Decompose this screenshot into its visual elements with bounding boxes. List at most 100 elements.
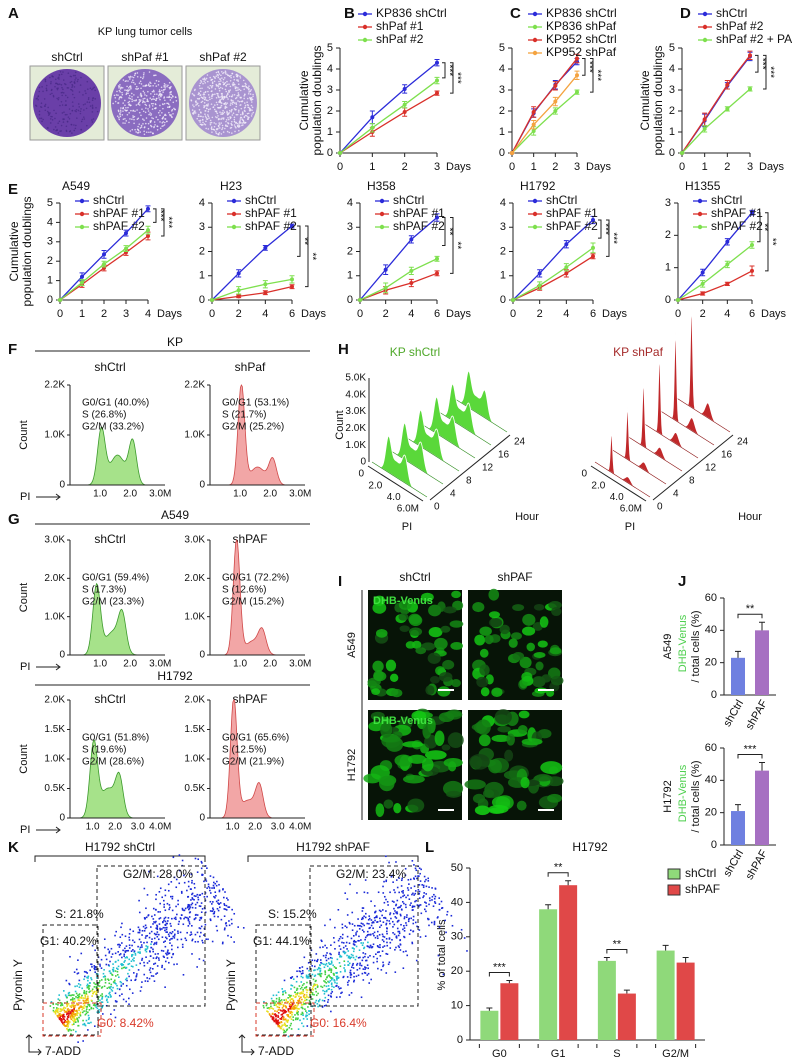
plate-speckle (154, 103, 157, 106)
stat-text: G2/M (23.3%) (82, 597, 144, 608)
event (104, 981, 107, 984)
plate-speckle (66, 113, 68, 116)
plate-speckle (207, 86, 209, 88)
y-tick-label: 4 (669, 63, 675, 75)
y-tick-label: 1.0K (184, 430, 205, 441)
event (323, 980, 325, 982)
event (414, 900, 416, 903)
event (153, 932, 156, 935)
plate-speckle (42, 118, 44, 121)
y-tick-label: 3.0K (184, 535, 205, 546)
cell (518, 710, 530, 719)
plate-speckle (250, 101, 253, 103)
event (166, 937, 168, 940)
event (355, 932, 357, 934)
event (428, 903, 430, 906)
series-line (511, 58, 578, 154)
cell (546, 689, 555, 697)
event (281, 1007, 284, 1009)
event (83, 990, 86, 992)
event (311, 973, 314, 976)
event (334, 947, 336, 950)
plate-speckle (213, 80, 216, 83)
group-name: shCtrl (94, 532, 125, 546)
event (78, 1006, 81, 1009)
plate-speckle (204, 96, 207, 99)
y-axis-label: Pyronin Y (11, 959, 25, 1011)
event (288, 1026, 291, 1029)
event (71, 1009, 73, 1012)
plate-speckle (215, 71, 218, 74)
plate-speckle (210, 103, 213, 105)
event (73, 1006, 76, 1009)
plate-speckle (242, 79, 245, 82)
plate-speckle (230, 109, 233, 111)
event (66, 1013, 68, 1016)
event (379, 946, 381, 949)
error-bar (735, 650, 741, 658)
event (295, 980, 298, 983)
event (214, 896, 216, 899)
event (267, 1007, 270, 1009)
event (386, 932, 388, 935)
cell (429, 676, 440, 684)
event (98, 1008, 100, 1011)
plate-speckle (214, 93, 216, 96)
plate-speckle (237, 74, 239, 77)
plate-speckle (142, 85, 145, 87)
event (411, 906, 414, 909)
event (344, 925, 347, 927)
event (60, 1004, 62, 1007)
event (76, 1010, 78, 1013)
event (393, 901, 395, 903)
event (124, 951, 127, 953)
event (144, 924, 147, 927)
plate-speckle (246, 112, 249, 115)
plate-speckle (88, 101, 91, 104)
event (460, 928, 463, 931)
event (394, 891, 396, 894)
y-tick-label: 5.0K (345, 373, 366, 384)
plate-speckle (136, 88, 138, 90)
chart-title: H1792 (520, 179, 556, 193)
plate-speckle (140, 114, 142, 117)
y-tick-label: 2.0K (184, 695, 205, 706)
plate-speckle (148, 104, 151, 107)
plate-speckle (204, 115, 207, 117)
plate-speckle (206, 74, 209, 76)
plate-speckle (203, 92, 205, 94)
event (72, 1011, 74, 1013)
plate-speckle (228, 91, 230, 93)
plate-speckle (159, 110, 161, 112)
plate-speckle (214, 88, 217, 90)
plate-speckle (57, 83, 59, 86)
event (347, 956, 350, 959)
plate-speckle (237, 92, 240, 94)
plate-speckle (233, 116, 236, 119)
pi-axis (367, 465, 424, 502)
y-tick-label: 5 (499, 42, 505, 54)
event (153, 921, 155, 923)
event (273, 1013, 276, 1016)
plate-speckle (218, 122, 221, 124)
event (212, 908, 215, 911)
event (79, 997, 81, 999)
event (227, 906, 230, 908)
series-line (677, 244, 753, 301)
event (191, 924, 193, 927)
sig-label: *** (756, 58, 767, 70)
plate-speckle (165, 84, 167, 86)
plate-speckle (87, 97, 90, 99)
event (418, 904, 421, 907)
event (109, 987, 111, 990)
plate-speckle (243, 95, 245, 97)
x-tick-label: 2 (552, 161, 558, 173)
bar (617, 993, 636, 1040)
plate-speckle (211, 84, 214, 87)
plate-speckle (129, 97, 132, 100)
event (285, 1006, 287, 1008)
event (353, 939, 356, 942)
event (317, 992, 319, 995)
event (349, 974, 352, 976)
event (367, 967, 370, 970)
